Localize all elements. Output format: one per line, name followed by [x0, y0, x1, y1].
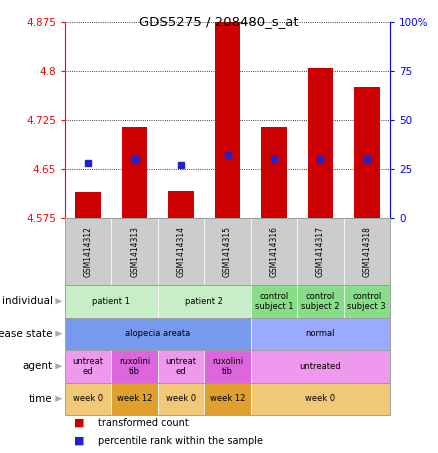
Bar — [261, 126, 287, 218]
Text: untreat
ed: untreat ed — [73, 357, 104, 376]
Text: individual: individual — [2, 296, 53, 306]
Bar — [122, 126, 148, 218]
Text: GDS5275 / 208480_s_at: GDS5275 / 208480_s_at — [139, 15, 299, 28]
Text: week 0: week 0 — [166, 394, 196, 403]
Text: percentile rank within the sample: percentile rank within the sample — [98, 436, 263, 446]
Text: patient 2: patient 2 — [185, 297, 223, 306]
Bar — [307, 68, 333, 218]
Text: transformed count: transformed count — [98, 418, 189, 428]
Bar — [168, 191, 194, 218]
Text: GSM1414314: GSM1414314 — [177, 226, 186, 277]
Polygon shape — [55, 331, 63, 337]
Polygon shape — [55, 363, 63, 369]
Text: GSM1414313: GSM1414313 — [130, 226, 139, 277]
Text: untreat
ed: untreat ed — [166, 357, 197, 376]
Text: normal: normal — [306, 329, 335, 338]
Text: ■: ■ — [74, 418, 84, 428]
Text: control
subject 2: control subject 2 — [301, 292, 339, 311]
Text: ruxolini
tib: ruxolini tib — [119, 357, 150, 376]
Text: time: time — [29, 394, 53, 404]
Text: GSM1414318: GSM1414318 — [362, 226, 371, 277]
Bar — [215, 22, 240, 218]
Text: patient 1: patient 1 — [92, 297, 131, 306]
Text: GSM1414315: GSM1414315 — [223, 226, 232, 277]
Text: week 12: week 12 — [117, 394, 152, 403]
Bar — [354, 87, 380, 218]
Text: week 0: week 0 — [305, 394, 336, 403]
Text: week 0: week 0 — [73, 394, 103, 403]
Text: GSM1414312: GSM1414312 — [84, 226, 93, 277]
Text: control
subject 3: control subject 3 — [347, 292, 386, 311]
Text: agent: agent — [23, 361, 53, 371]
Text: week 12: week 12 — [210, 394, 245, 403]
Text: control
subject 1: control subject 1 — [254, 292, 293, 311]
Text: untreated: untreated — [300, 362, 341, 371]
Text: ■: ■ — [74, 436, 84, 446]
Text: GSM1414317: GSM1414317 — [316, 226, 325, 277]
Text: alopecia areata: alopecia areata — [125, 329, 191, 338]
Bar — [75, 192, 101, 218]
Text: GSM1414316: GSM1414316 — [269, 226, 279, 277]
Text: ruxolini
tib: ruxolini tib — [212, 357, 243, 376]
Polygon shape — [55, 395, 63, 402]
Text: disease state: disease state — [0, 329, 53, 339]
Polygon shape — [55, 298, 63, 304]
